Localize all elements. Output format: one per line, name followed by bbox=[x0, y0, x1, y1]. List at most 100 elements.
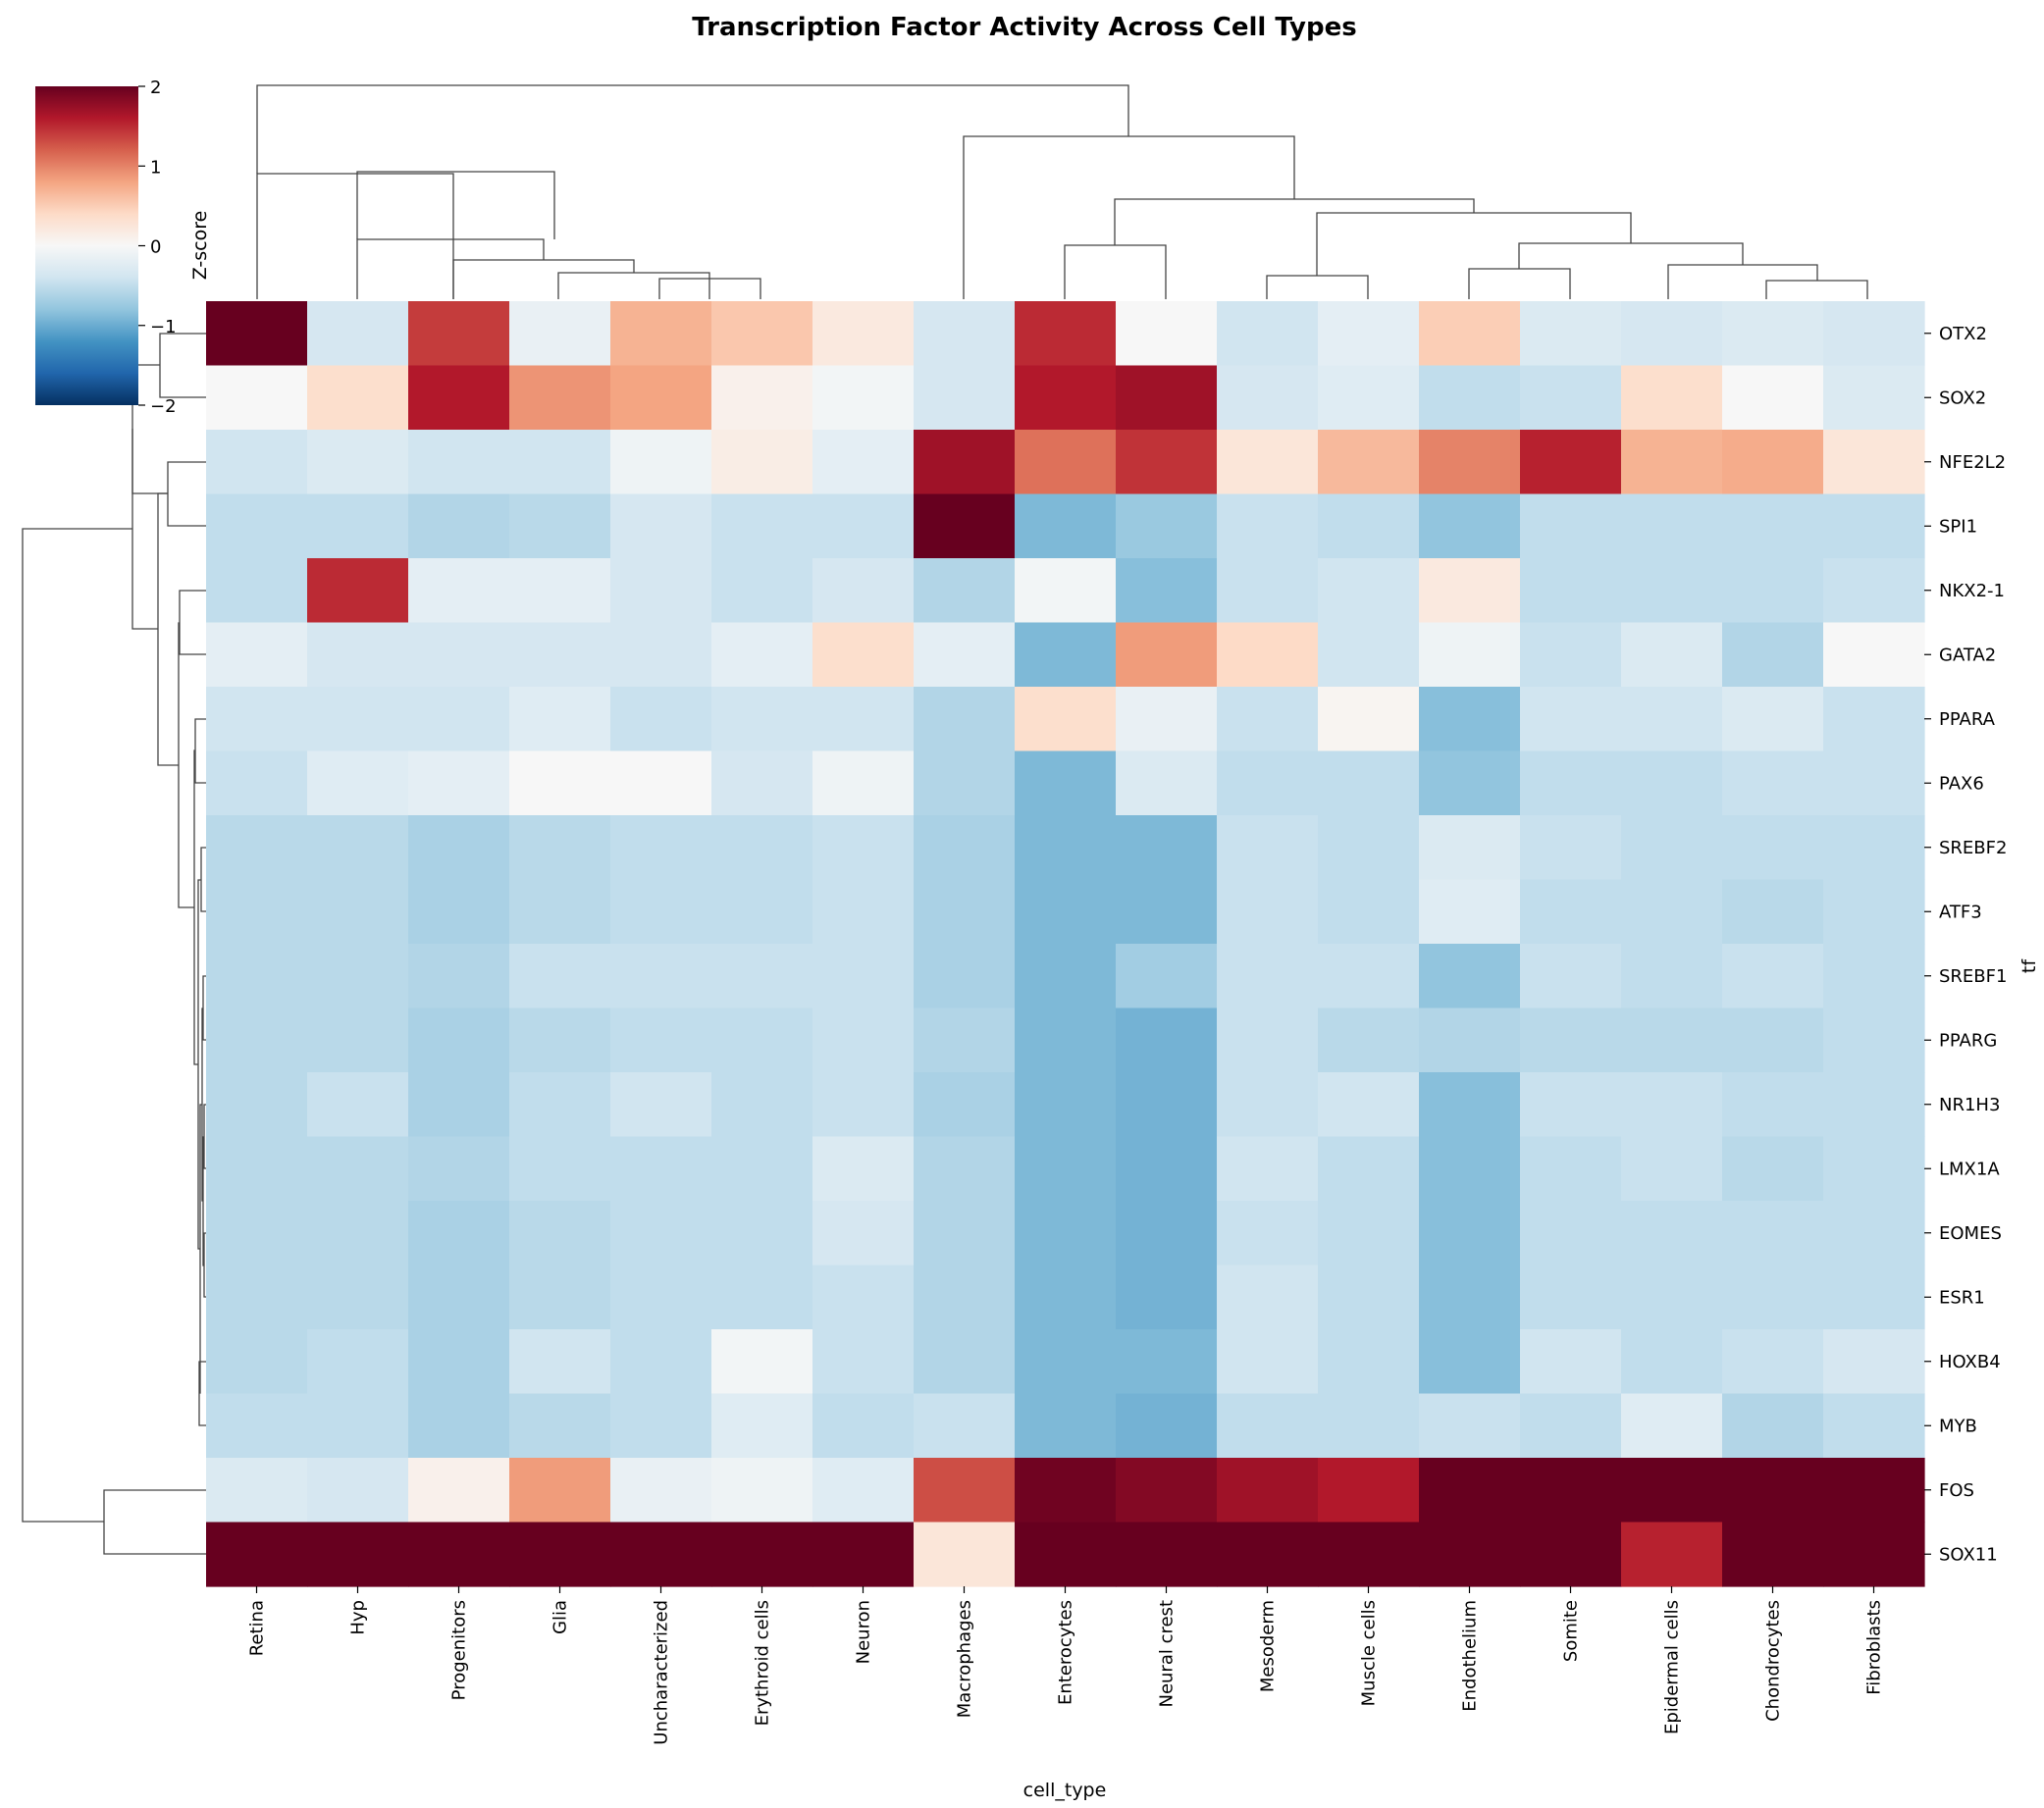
heatmap-cell bbox=[1015, 879, 1117, 945]
heatmap-cell bbox=[307, 301, 409, 367]
heatmap-cell bbox=[206, 687, 308, 752]
heatmap-cell bbox=[307, 1007, 409, 1073]
heatmap-cell bbox=[1722, 365, 1824, 431]
heatmap-cell bbox=[610, 1072, 712, 1138]
heatmap-cell bbox=[509, 1007, 611, 1073]
heatmap-cell bbox=[1722, 1265, 1824, 1330]
heatmap-cell bbox=[1520, 879, 1622, 945]
heatmap-cell bbox=[206, 815, 308, 881]
y-tick-label: SOX2 bbox=[1939, 387, 1986, 408]
colorbar-tick-label: 2 bbox=[150, 77, 161, 98]
heatmap-cell bbox=[812, 750, 915, 816]
heatmap-cell bbox=[1318, 1458, 1420, 1524]
y-tick-label: SOX11 bbox=[1939, 1544, 1998, 1565]
heatmap-cell bbox=[1823, 687, 1925, 752]
heatmap-cell bbox=[1520, 687, 1622, 752]
heatmap-cell bbox=[914, 944, 1016, 1009]
y-tick-label: NFE2L2 bbox=[1939, 452, 2006, 473]
heatmap-cell bbox=[812, 1136, 915, 1202]
heatmap-cell bbox=[1419, 1522, 1521, 1587]
x-tick-label: Neural crest bbox=[1157, 1600, 1178, 1708]
heatmap-cell bbox=[610, 558, 712, 624]
heatmap-cell bbox=[610, 815, 712, 881]
heatmap-cell bbox=[509, 301, 611, 367]
heatmap-cell bbox=[408, 879, 510, 945]
heatmap-cell bbox=[1318, 622, 1420, 688]
heatmap-cell bbox=[812, 301, 915, 367]
heatmap-cell bbox=[711, 1329, 813, 1395]
heatmap-cell bbox=[812, 365, 915, 431]
heatmap-cell bbox=[1419, 687, 1521, 752]
colorbar-tick-label: −2 bbox=[150, 396, 177, 417]
heatmap-cell bbox=[307, 815, 409, 881]
heatmap-cell bbox=[408, 1072, 510, 1138]
row-dend-link bbox=[203, 1232, 206, 1298]
heatmap-cell bbox=[1217, 944, 1319, 1009]
heatmap-cell bbox=[812, 1072, 915, 1138]
row-dend-link bbox=[194, 718, 206, 784]
heatmap-cell bbox=[1419, 622, 1521, 688]
heatmap-cell bbox=[1520, 815, 1622, 881]
heatmap-cell bbox=[1823, 1458, 1925, 1524]
heatmap-cell bbox=[1823, 1522, 1925, 1587]
heatmap-cell bbox=[509, 1458, 611, 1524]
heatmap-cell bbox=[812, 622, 915, 688]
heatmap-cell bbox=[1419, 1007, 1521, 1073]
heatmap-cell bbox=[812, 879, 915, 945]
x-tick-label: Hyp bbox=[348, 1600, 369, 1635]
heatmap-cell bbox=[206, 493, 308, 559]
x-tick-label: Progenitors bbox=[449, 1600, 470, 1700]
row-dend-link bbox=[131, 429, 158, 630]
heatmap-cell bbox=[1520, 493, 1622, 559]
heatmap-cell bbox=[1823, 879, 1925, 945]
heatmap-cell bbox=[1621, 1265, 1723, 1330]
heatmap-cell bbox=[1015, 944, 1117, 1009]
y-tick-label: PPARG bbox=[1939, 1030, 1997, 1051]
heatmap-cell bbox=[1621, 365, 1723, 431]
heatmap-cell bbox=[1116, 493, 1218, 559]
heatmap-cell bbox=[1823, 622, 1925, 688]
heatmap-cell bbox=[610, 687, 712, 752]
heatmap-cell bbox=[408, 558, 510, 624]
heatmap-cell bbox=[711, 815, 813, 881]
heatmap-cell bbox=[1318, 750, 1420, 816]
heatmap-cell bbox=[1621, 1329, 1723, 1395]
row-dend-link bbox=[22, 528, 132, 1523]
colorbar bbox=[35, 86, 138, 405]
heatmap-cell bbox=[711, 1458, 813, 1524]
heatmap-cell bbox=[610, 944, 712, 1009]
y-tick-label: LMX1A bbox=[1939, 1159, 2000, 1179]
heatmap-cell bbox=[1520, 301, 1622, 367]
heatmap-cell bbox=[1823, 558, 1925, 624]
heatmap-cell bbox=[610, 750, 712, 816]
heatmap-cell bbox=[1116, 1458, 1218, 1524]
heatmap-cell bbox=[307, 1522, 409, 1587]
heatmap-cell bbox=[812, 1201, 915, 1266]
heatmap-cell bbox=[206, 365, 308, 431]
heatmap-cell bbox=[1217, 1522, 1319, 1587]
heatmap-cell bbox=[812, 944, 915, 1009]
heatmap-cell bbox=[812, 1522, 915, 1587]
heatmap-cell bbox=[1520, 1201, 1622, 1266]
heatmap-cell bbox=[1015, 493, 1117, 559]
heatmap-cell bbox=[711, 558, 813, 624]
y-tick-label: EOMES bbox=[1939, 1223, 2002, 1244]
heatmap-cell bbox=[1520, 944, 1622, 1009]
y-tick-label: NR1H3 bbox=[1939, 1095, 2000, 1115]
heatmap-cell bbox=[914, 493, 1016, 559]
heatmap-cell bbox=[914, 622, 1016, 688]
col-dend-link bbox=[1316, 212, 1632, 276]
heatmap-cell bbox=[408, 365, 510, 431]
heatmap-cell bbox=[1419, 1072, 1521, 1138]
heatmap-cell bbox=[1722, 1329, 1824, 1395]
x-tick-label: Mesoderm bbox=[1258, 1600, 1279, 1692]
heatmap-cell bbox=[408, 1522, 510, 1587]
heatmap-cell bbox=[812, 1458, 915, 1524]
heatmap-cell bbox=[1823, 493, 1925, 559]
heatmap-cell bbox=[307, 1265, 409, 1330]
heatmap-cell bbox=[307, 879, 409, 945]
heatmap-cell bbox=[1621, 1522, 1723, 1587]
heatmap-cell bbox=[408, 301, 510, 367]
heatmap-cell bbox=[509, 622, 611, 688]
y-axis-label: tf bbox=[2018, 958, 2040, 973]
